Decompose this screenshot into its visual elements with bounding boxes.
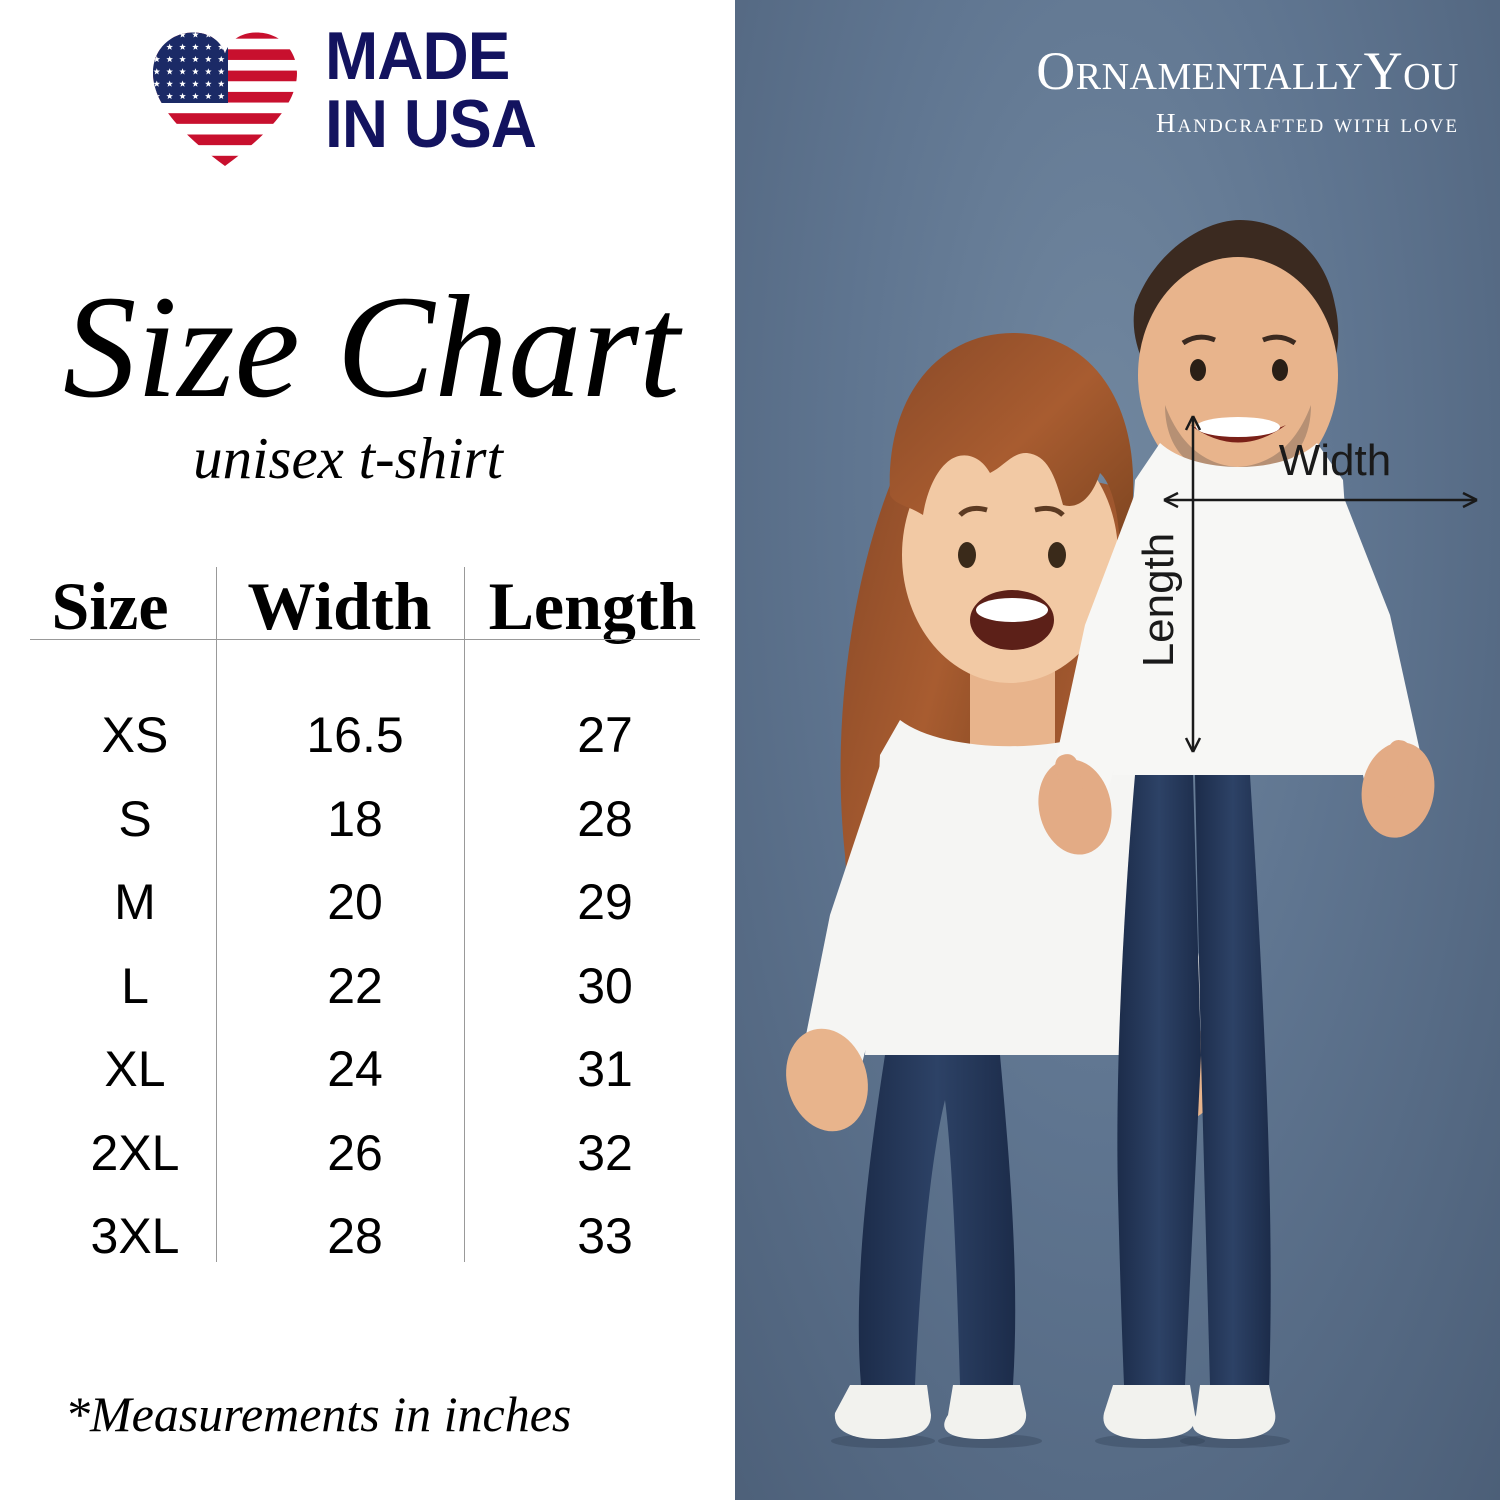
svg-text:Length: Length: [1134, 533, 1183, 668]
svg-text:Width: Width: [1279, 436, 1391, 485]
